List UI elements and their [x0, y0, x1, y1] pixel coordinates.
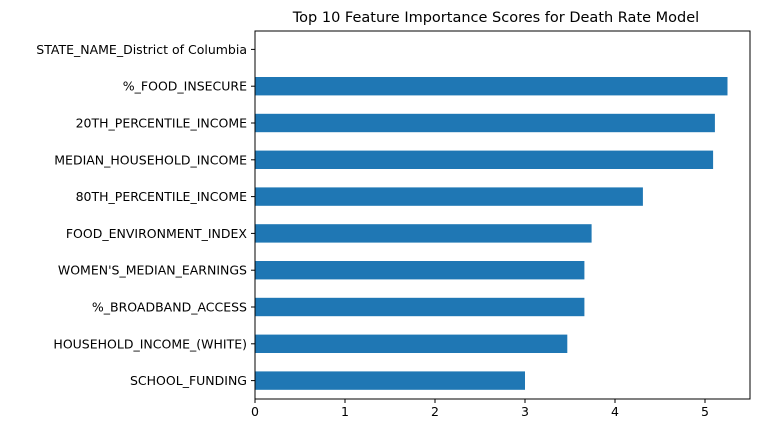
- x-tick-label: 0: [251, 404, 259, 419]
- y-tick-label: HOUSEHOLD_INCOME_(WHITE): [53, 336, 247, 351]
- x-axis: 0 1 2 3 4 5: [251, 399, 709, 419]
- plot-frame: [254, 30, 751, 400]
- x-tick-label: 1: [341, 404, 349, 419]
- bar: [255, 187, 643, 206]
- bar: [255, 334, 568, 353]
- x-tick-label: 2: [431, 404, 439, 419]
- y-axis: STATE_NAME_District of Columbia %_FOOD_IN…: [36, 42, 255, 388]
- x-tick-label: 3: [521, 404, 529, 419]
- y-tick-label: STATE_NAME_District of Columbia: [36, 42, 247, 57]
- y-tick-label: 80TH_PERCENTILE_INCOME: [76, 189, 247, 204]
- y-tick-label: WOMEN'S_MEDIAN_EARNINGS: [58, 263, 247, 278]
- y-tick-label: MEDIAN_HOUSEHOLD_INCOME: [54, 152, 247, 167]
- x-tick-label: 5: [701, 404, 709, 419]
- y-tick-label: %_FOOD_INSECURE: [123, 79, 247, 94]
- bar: [255, 224, 592, 243]
- chart-title: Top 10 Feature Importance Scores for Dea…: [292, 10, 699, 26]
- bar: [255, 77, 728, 96]
- bar: [255, 261, 585, 280]
- y-tick-label: SCHOOL_FUNDING: [130, 373, 247, 388]
- bars-layer: [255, 77, 728, 390]
- y-tick-label: FOOD_ENVIRONMENT_INDEX: [66, 226, 248, 241]
- bar: [255, 371, 525, 390]
- bar: [255, 150, 714, 169]
- y-tick-label: %_BROADBAND_ACCESS: [92, 300, 247, 315]
- bar: [255, 297, 585, 317]
- x-tick-label: 4: [611, 404, 619, 419]
- bar: [255, 113, 715, 133]
- y-tick-label: 20TH_PERCENTILE_INCOME: [76, 116, 247, 131]
